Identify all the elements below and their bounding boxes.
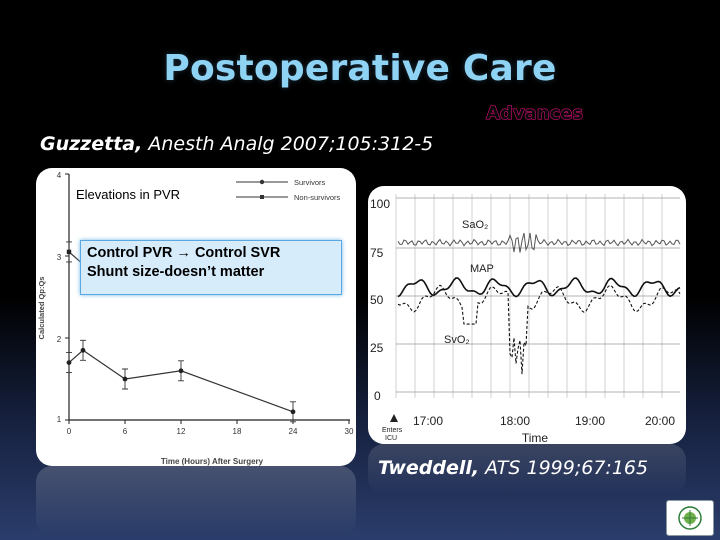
x-axis-label: Time xyxy=(522,431,549,444)
callout-box: Control PVR → Control SVR Shunt size-doe… xyxy=(80,240,342,295)
x-tick-label: 30 xyxy=(345,427,354,436)
slide-title: Postoperative Care xyxy=(163,48,557,89)
x-tick-label: 12 xyxy=(177,427,186,436)
ref2-citation: ATS 1999;67:165 xyxy=(479,457,649,479)
chart-legend: Survivors Non-survivors xyxy=(236,178,341,202)
y-tick-label: 75 xyxy=(370,246,384,260)
y-tick-label: 3 xyxy=(57,253,62,262)
qpqs-chart-panel: 4 3 2 1 0 6 12 18 24 30 Calculated Qp:Qs… xyxy=(36,168,356,466)
sao2-label: SaO₂ xyxy=(462,219,488,231)
legend-non-survivors: Non-survivors xyxy=(294,193,341,202)
y-tick-label: 25 xyxy=(370,341,384,355)
monitoring-chart-panel: 100 75 50 25 0 17:00 18:00 19:00 20:00 E… xyxy=(368,186,686,444)
y-tick-label: 100 xyxy=(370,197,390,211)
x-tick-label: 6 xyxy=(123,427,128,436)
monitoring-chart: 100 75 50 25 0 17:00 18:00 19:00 20:00 E… xyxy=(370,194,681,444)
y-tick-label: 0 xyxy=(374,389,381,403)
x-tick-label: 17:00 xyxy=(413,414,443,428)
svo2-label: SvO₂ xyxy=(444,334,470,346)
data-point xyxy=(290,409,296,415)
callout-line-2: Shunt size-doesn’t matter xyxy=(87,264,265,280)
y-axis-label: Calculated Qp:Qs xyxy=(37,277,46,340)
y-tick-label: 1 xyxy=(57,415,62,424)
ref1-author: Guzzetta, xyxy=(40,133,143,155)
icu-label: ICU xyxy=(385,435,397,442)
svo2-trace xyxy=(397,284,681,375)
y-tick-label: 50 xyxy=(370,293,384,307)
data-point xyxy=(66,360,72,365)
x-axis-label: Time (Hours) After Surgery xyxy=(161,457,264,466)
left-panel-reflection xyxy=(36,466,356,536)
elevations-annotation: Elevations in PVR xyxy=(76,187,180,202)
x-tick-label: 18:00 xyxy=(500,414,530,428)
logo-emblem-icon xyxy=(678,506,702,530)
x-tick-label: 18 xyxy=(233,427,242,436)
x-tick-label: 24 xyxy=(289,427,298,436)
institution-logo xyxy=(666,500,714,536)
y-tick-label: 4 xyxy=(57,171,62,180)
reference-guzzetta: Guzzetta, Anesth Analg 2007;105:312-5 xyxy=(40,133,433,155)
enters-label: Enters xyxy=(382,427,403,434)
map-trace xyxy=(397,277,681,298)
ref2-author: Tweddell, xyxy=(378,457,480,479)
data-point xyxy=(66,249,72,255)
advances-label: Advances xyxy=(485,103,584,125)
y-ticks: 4 3 2 1 xyxy=(57,171,69,424)
data-point xyxy=(122,376,128,382)
x-ticks: 0 6 12 18 24 30 xyxy=(67,420,354,436)
data-point xyxy=(80,347,86,353)
legend-survivors: Survivors xyxy=(294,178,326,187)
map-label: MAP xyxy=(470,263,494,275)
x-tick-label: 19:00 xyxy=(575,414,605,428)
qpqs-chart: 4 3 2 1 0 6 12 18 24 30 Calculated Qp:Qs… xyxy=(37,171,354,466)
x-tick-label: 0 xyxy=(67,427,72,436)
x-tick-label: 20:00 xyxy=(645,414,675,428)
callout-line-1: Control PVR → Control SVR xyxy=(87,245,281,261)
reference-tweddell: Tweddell, ATS 1999;67:165 xyxy=(378,457,648,479)
sao2-trace xyxy=(397,232,681,253)
data-point xyxy=(178,368,184,374)
enters-icu-arrow xyxy=(390,414,398,422)
y-tick-label: 2 xyxy=(57,335,62,344)
right-panel-reflection xyxy=(368,444,686,494)
ref1-citation: Anesth Analg 2007;105:312-5 xyxy=(142,133,434,155)
chart-grid xyxy=(395,194,680,398)
